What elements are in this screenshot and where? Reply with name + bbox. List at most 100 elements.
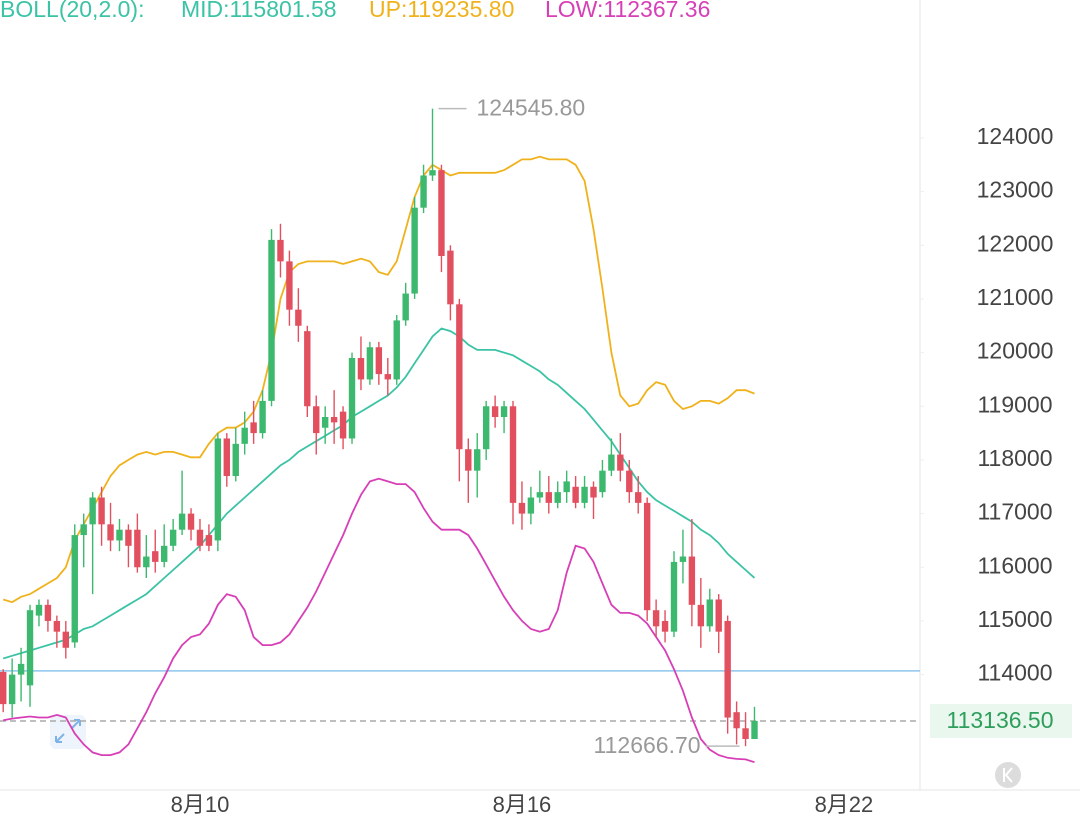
candle-body xyxy=(509,406,517,503)
candle-body xyxy=(706,599,713,627)
candle-body xyxy=(366,347,374,380)
y-tick-label: 123000 xyxy=(977,177,1054,203)
y-tick-label: 119000 xyxy=(977,391,1052,417)
y-tick-label: 121000 xyxy=(977,284,1054,310)
candle-body xyxy=(527,497,535,514)
low-marker-label: 112666.70 xyxy=(594,732,701,758)
band-line xyxy=(3,477,755,764)
icon-arrows xyxy=(55,719,81,743)
candle-body xyxy=(715,599,722,632)
candle-body xyxy=(518,502,526,514)
candle-body xyxy=(751,720,758,740)
candle-body xyxy=(348,357,356,439)
x-tick-label: 8月22 xyxy=(815,792,874,817)
candle-body xyxy=(357,357,365,380)
candle-body xyxy=(536,492,544,498)
candle-body xyxy=(8,674,16,705)
candle-body xyxy=(733,712,740,729)
indicator-text: BOLL(20,2.0): xyxy=(0,0,144,22)
candle-body xyxy=(652,610,660,627)
y-tick-label: 124000 xyxy=(977,123,1054,149)
candle-body xyxy=(393,320,400,380)
candle-body xyxy=(17,663,25,675)
button-bg xyxy=(995,762,1021,788)
candle-body xyxy=(160,545,168,562)
candle-body xyxy=(178,513,186,530)
candle-body xyxy=(268,239,275,401)
candle-body xyxy=(0,671,7,705)
candle-body xyxy=(491,406,499,418)
candle-body xyxy=(223,438,230,477)
candle-body xyxy=(53,620,61,632)
y-tick-label: 115000 xyxy=(977,606,1052,632)
candle-body xyxy=(679,556,687,562)
y-tick-label: 117000 xyxy=(977,499,1052,525)
candle-body xyxy=(608,454,615,471)
y-tick-label: 114000 xyxy=(977,660,1052,686)
candle-body xyxy=(554,492,561,503)
indicator-text: MID:115801.58 xyxy=(181,0,337,22)
candle-body xyxy=(169,529,177,546)
candle-body xyxy=(670,561,678,632)
current-price-label: 113136.50 xyxy=(946,707,1053,733)
candle-body xyxy=(313,406,320,434)
candle-body xyxy=(447,250,454,305)
high-marker-label: 124545.80 xyxy=(477,95,586,121)
expand-icon[interactable] xyxy=(50,715,86,749)
button-glyph xyxy=(1003,767,1013,783)
candle-body xyxy=(259,400,266,434)
chart-type-button[interactable] xyxy=(995,762,1021,788)
candle-body xyxy=(250,422,257,434)
candle-body xyxy=(420,175,427,208)
candle-body xyxy=(742,728,749,740)
candle-body xyxy=(626,470,633,493)
candle-body xyxy=(80,524,87,536)
y-tick-label: 118000 xyxy=(977,445,1052,471)
candle-body xyxy=(116,529,123,541)
candle-body xyxy=(304,331,311,407)
candle-body xyxy=(339,411,347,439)
candle-body xyxy=(617,454,624,471)
candle-body xyxy=(286,261,293,310)
candle-body xyxy=(152,551,159,562)
candle-body xyxy=(277,239,284,262)
candle-body xyxy=(590,486,597,498)
candle-body xyxy=(62,631,70,648)
candle-body xyxy=(563,481,570,493)
candle-body xyxy=(500,406,508,418)
candle-body xyxy=(205,535,213,546)
band-line xyxy=(2,155,755,604)
candle-body xyxy=(724,620,731,718)
candle-body xyxy=(474,449,481,471)
candle-body xyxy=(572,486,579,503)
candle-body xyxy=(196,529,204,546)
candle-body xyxy=(71,535,78,643)
candle-body xyxy=(44,604,52,621)
candle-body xyxy=(402,293,409,321)
candle-body xyxy=(375,347,383,375)
x-tick-label: 8月16 xyxy=(493,792,552,817)
candle-body xyxy=(330,417,338,423)
y-tick-label: 120000 xyxy=(977,338,1054,364)
x-tick-label: 8月10 xyxy=(171,792,230,817)
candle-body xyxy=(643,502,651,611)
candle-body xyxy=(438,170,445,256)
y-tick-label: 116000 xyxy=(977,552,1052,578)
candle-body xyxy=(98,497,105,525)
candle-body xyxy=(697,604,705,627)
current-price-badge xyxy=(930,703,1072,738)
candle-body xyxy=(187,513,195,530)
candle-body xyxy=(214,438,222,541)
candle-body xyxy=(232,443,239,477)
candle-body xyxy=(321,417,329,428)
candle-body xyxy=(107,524,114,541)
candle-body xyxy=(581,486,588,503)
indicator-text: LOW:112367.36 xyxy=(545,0,710,22)
candle-body xyxy=(89,497,96,525)
candle-body xyxy=(125,529,132,546)
candle-body xyxy=(429,170,436,176)
candle-body xyxy=(143,556,150,568)
